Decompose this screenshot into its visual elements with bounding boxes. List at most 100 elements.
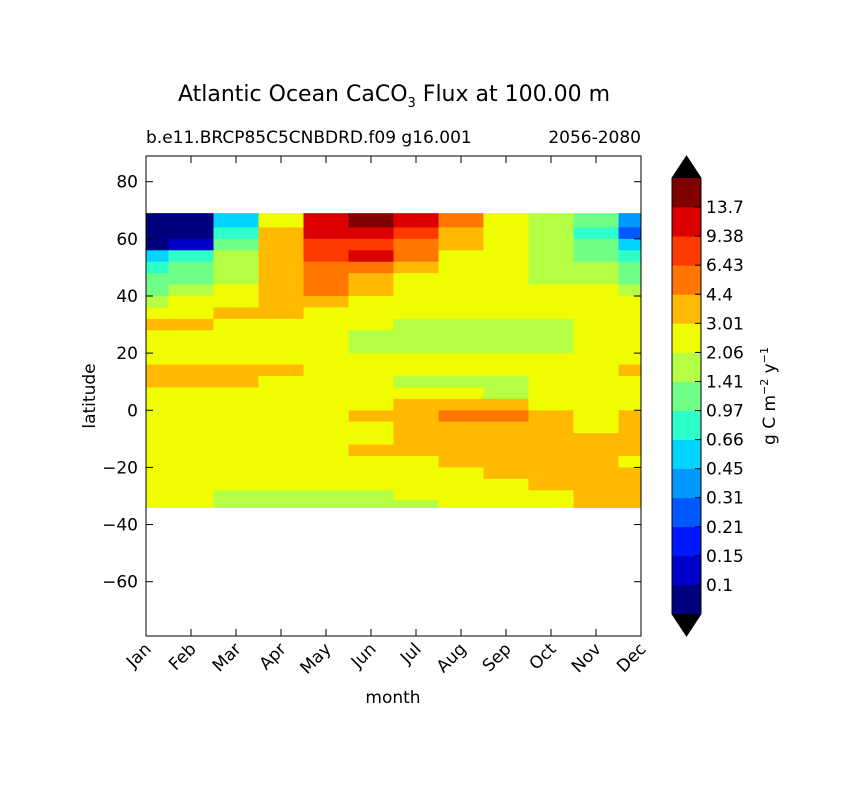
contour-cell: [348, 456, 395, 469]
x-tick-label: Jul: [396, 639, 425, 668]
contour-cell: [438, 398, 485, 411]
y-tick-label: 0: [127, 401, 138, 421]
contour-cell: [483, 364, 530, 377]
colorbar-label-exp2: −1: [758, 347, 771, 363]
contour-cell: [303, 227, 350, 240]
contour-cell: [213, 296, 260, 309]
contour-cell: [573, 296, 620, 309]
x-tick-label: May: [297, 639, 336, 678]
contour-cell: [303, 376, 350, 389]
contour-cell: [393, 444, 440, 457]
colorbar-tick-label: 13.7: [706, 198, 744, 218]
contour-cell: [393, 353, 440, 366]
contour-cell: [483, 467, 530, 480]
y-tick-label: 60: [116, 230, 138, 250]
contour-cell: [146, 284, 170, 297]
y-tick-label: −60: [102, 573, 138, 593]
contour-cell: [528, 376, 575, 389]
contour-cell: [618, 490, 641, 501]
contour-cell: [438, 467, 485, 480]
contour-cell: [303, 364, 350, 377]
contour-cell: [618, 456, 641, 469]
contour-cell: [483, 261, 530, 274]
colorbar-swatch: [672, 323, 701, 353]
contour-cell: [303, 238, 350, 251]
contour-cell: [213, 330, 260, 343]
contour-cell: [146, 273, 170, 286]
contour-cell: [348, 227, 395, 240]
contour-cell: [393, 261, 440, 274]
contour-cell: [213, 410, 260, 423]
contour-cell: [438, 364, 485, 377]
contour-cell: [483, 421, 530, 434]
contour-cell: [573, 261, 620, 274]
contour-cell: [303, 213, 350, 229]
contour-cell: [438, 410, 485, 423]
contour-cell: [258, 456, 305, 469]
contour-cell: [393, 478, 440, 491]
contour-cell: [573, 387, 620, 400]
contour-cell: [168, 261, 215, 274]
contour-cell: [618, 364, 641, 377]
colorbar-swatch: [672, 236, 701, 266]
contour-cell: [438, 284, 485, 297]
contour-cell: [303, 500, 350, 509]
colorbar-swatch: [672, 468, 701, 499]
x-tick-label: Sep: [479, 639, 516, 676]
contour-cell: [393, 387, 440, 400]
contour-cell: [393, 341, 440, 354]
colorbar-swatch: [672, 584, 701, 615]
contour-cell: [528, 467, 575, 480]
contour-cell: [213, 273, 260, 286]
contour-cell: [483, 500, 530, 509]
contour-cell: [438, 444, 485, 457]
contour-cell: [213, 250, 260, 263]
contour-cell: [258, 273, 305, 286]
x-tick-label: Feb: [165, 639, 200, 674]
contour-cell: [528, 478, 575, 491]
contour-cell: [618, 296, 641, 309]
contour-cell: [528, 490, 575, 501]
contour-cell: [168, 387, 215, 400]
x-tick-label: Nov: [568, 639, 606, 677]
contour-cell: [168, 318, 215, 331]
contour-cell: [438, 433, 485, 446]
contour-cell: [438, 387, 485, 400]
contour-cell: [303, 353, 350, 366]
contour-cell: [303, 467, 350, 480]
contour-cell: [258, 238, 305, 251]
contour-cell: [393, 227, 440, 240]
x-axis-label: month: [365, 688, 420, 708]
contour-cell: [303, 410, 350, 423]
contour-cell: [483, 227, 530, 240]
contour-cell: [573, 341, 620, 354]
contour-cell: [348, 398, 395, 411]
contour-cell: [213, 456, 260, 469]
contour-cell: [146, 490, 170, 501]
colorbar-tick-label: 0.45: [706, 460, 744, 480]
contour-cell: [168, 238, 215, 251]
contour-cell: [146, 238, 170, 251]
colorbar-tick-label: 0.1: [706, 576, 733, 596]
contour-cell: [438, 456, 485, 469]
contour-cell: [483, 398, 530, 411]
contour-cell: [438, 318, 485, 331]
contour-cell: [393, 376, 440, 389]
contour-cell: [438, 341, 485, 354]
contour-cell: [438, 213, 485, 229]
contour-cell: [438, 376, 485, 389]
contour-cell: [438, 307, 485, 320]
contour-cell: [258, 444, 305, 457]
contour-cell: [348, 433, 395, 446]
contour-cell: [348, 421, 395, 434]
y-tick-label: 40: [116, 287, 138, 307]
chart-subtitle-years: 2056-2080: [548, 128, 641, 148]
contour-cell: [213, 307, 260, 320]
colorbar-tick-label: 0.31: [706, 489, 744, 509]
contour-cell: [483, 387, 530, 400]
contour-cell: [528, 307, 575, 320]
contour-cell: [573, 398, 620, 411]
contour-cell: [438, 490, 485, 501]
contour-cell: [618, 307, 641, 320]
contour-cell: [573, 467, 620, 480]
